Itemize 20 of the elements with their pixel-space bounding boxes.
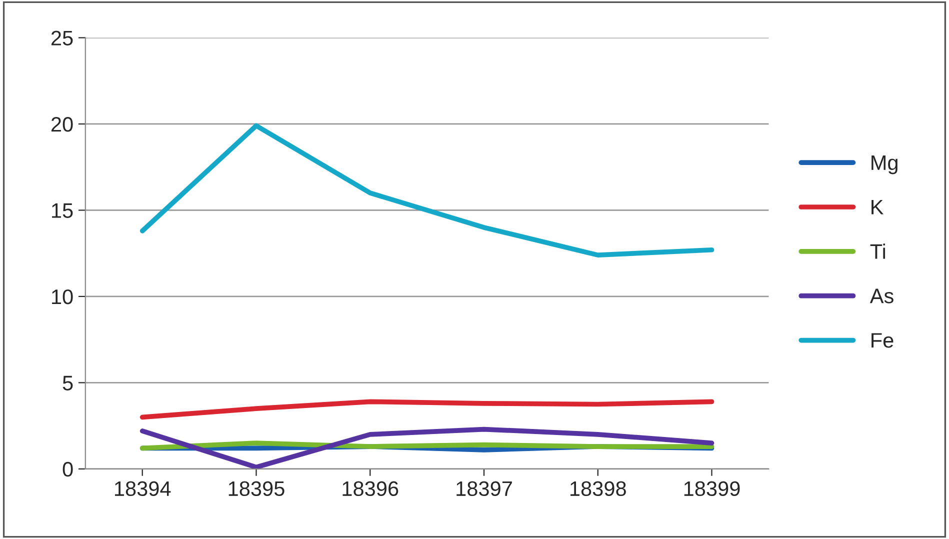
line-series [140, 399, 714, 420]
x-tick-label: 18398 [570, 481, 626, 496]
legend-label: As [870, 288, 894, 304]
y-tick-label: 25 [51, 30, 73, 46]
y-tick-label: 10 [52, 289, 73, 304]
y-tick-label: 5 [62, 376, 73, 390]
line-series [140, 426, 714, 469]
legend-label: K [872, 200, 884, 214]
x-tick-label: 18399 [684, 481, 740, 496]
x-tick-label: 18394 [114, 481, 171, 496]
y-tick-label: 15 [52, 203, 73, 218]
legend-label: Fe [872, 333, 894, 348]
legend-label: Mg [872, 156, 898, 174]
line-series [140, 123, 714, 258]
x-tick-label: 18395 [228, 481, 284, 496]
legend-label: Ti [870, 244, 886, 259]
y-tick-label: 0 [62, 462, 73, 477]
y-tick-label: 20 [51, 116, 73, 132]
x-tick-label: 18396 [342, 481, 398, 496]
x-tick-label: 18397 [456, 481, 512, 496]
